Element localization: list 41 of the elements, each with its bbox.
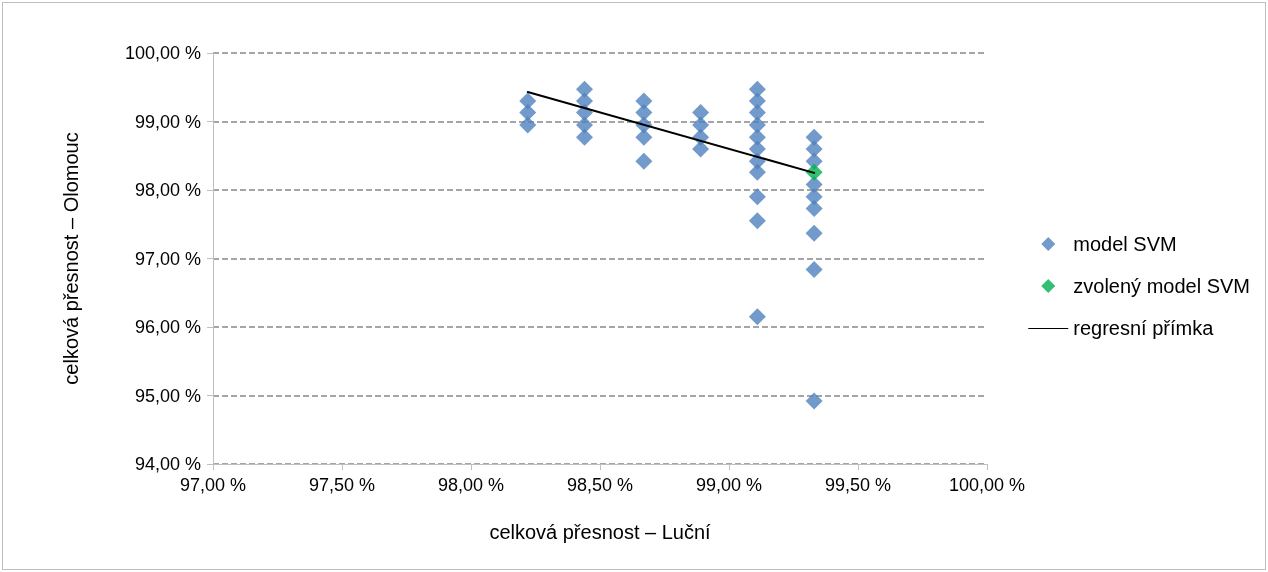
point <box>748 212 766 230</box>
x-tick-label: 97,00 % <box>179 475 247 495</box>
x-axis-title: celková přesnost – Luční <box>489 521 712 543</box>
point <box>805 199 823 217</box>
point <box>635 128 653 146</box>
point <box>805 260 823 278</box>
y-tick-label: 98,00 % <box>134 180 201 200</box>
x-tick-label: 100,00 % <box>948 475 1026 495</box>
point <box>748 308 766 326</box>
y-tick-label: 95,00 % <box>134 385 201 406</box>
point <box>748 104 766 122</box>
y-tick-label: 96,00 % <box>134 317 201 337</box>
point <box>692 140 710 158</box>
point <box>748 140 766 158</box>
point <box>748 163 766 181</box>
point <box>805 140 823 158</box>
point <box>576 116 594 134</box>
legend-label: regresní přímka <box>1073 317 1215 339</box>
x-tick-label: 98,00 % <box>437 475 505 495</box>
point <box>805 224 823 242</box>
y-tick-label: 94,00 % <box>134 454 201 474</box>
legend-label: model SVM <box>1073 233 1177 255</box>
point <box>805 392 823 410</box>
point <box>748 188 766 206</box>
point <box>519 104 537 122</box>
point <box>635 152 653 170</box>
y-tick-label: 97,00 % <box>134 248 201 269</box>
y-tick-label: 100,00 % <box>124 43 201 63</box>
point <box>692 104 710 122</box>
point <box>692 116 710 134</box>
x-tick-label: 99,50 % <box>824 475 892 495</box>
point <box>635 104 653 122</box>
point <box>519 116 537 134</box>
y-axis-title: celková přesnost – Olomouc <box>60 132 82 385</box>
x-tick-label: 99,00 % <box>695 475 763 495</box>
legend-label: zvolený model SVM <box>1073 275 1251 297</box>
y-tick-label: 99,00 % <box>134 111 201 132</box>
x-tick-label: 97,50 % <box>308 475 376 495</box>
point <box>748 116 766 134</box>
x-tick-label: 98,50 % <box>566 475 634 495</box>
point <box>576 128 594 146</box>
